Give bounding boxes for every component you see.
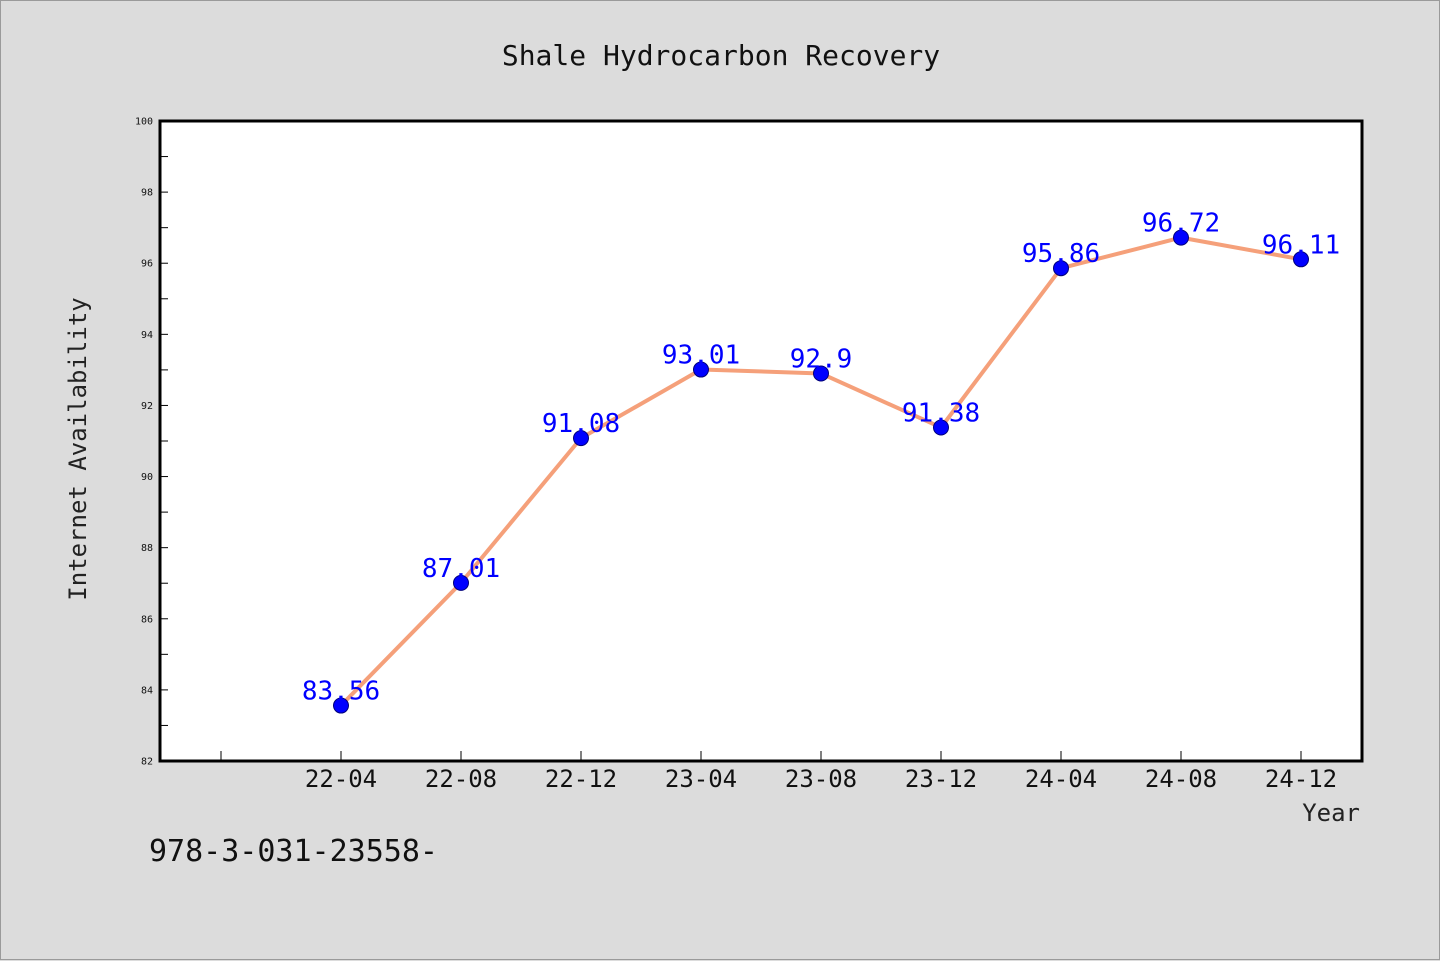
data-label: 95.86 (1022, 239, 1100, 269)
x-tick-label: 22-08 (425, 765, 497, 793)
data-labels: 83.56 87.01 91.08 93.01 92.9 91.38 95.86 96.72 9… (302, 209, 1340, 707)
y-tick-label: 86 (141, 614, 153, 625)
x-tick-label: 24-08 (1145, 765, 1217, 793)
data-point (573, 430, 589, 447)
y-axis-label: Internet Availability (64, 297, 92, 600)
x-tick-label: 24-12 (1265, 765, 1337, 793)
x-axis-label: Year (1302, 799, 1360, 827)
x-tick-label: 22-12 (545, 765, 617, 793)
data-label: 96.72 (1142, 209, 1220, 239)
series-markers (333, 229, 1309, 714)
data-label: 87.01 (422, 554, 500, 584)
y-tick-label: 98 (141, 188, 153, 199)
y-tick-label: 100 (135, 117, 153, 128)
data-point (693, 361, 709, 378)
y-tick-label: 94 (141, 330, 153, 341)
x-tick-label: 24-04 (1025, 765, 1097, 793)
chart-title: Shale Hydrocarbon Recovery (502, 39, 940, 72)
x-tick-label: 23-04 (665, 765, 737, 793)
y-axis: 82 84 86 88 90 92 94 96 98 100 (135, 117, 168, 768)
x-tick-label: 23-12 (905, 765, 977, 793)
data-label: 91.08 (542, 409, 620, 439)
data-label: 96.11 (1262, 230, 1340, 260)
data-point (813, 365, 829, 382)
data-label: 92.9 (790, 344, 853, 374)
data-point (1293, 251, 1309, 268)
y-tick-label: 84 (141, 685, 153, 696)
y-tick-label: 82 (141, 757, 153, 768)
data-point (1053, 260, 1069, 277)
data-label: 91.38 (902, 398, 980, 428)
x-tick-label: 23-08 (785, 765, 857, 793)
data-point (933, 419, 949, 436)
data-point (453, 574, 469, 591)
y-tick-label: 90 (141, 472, 153, 483)
data-label: 93.01 (662, 341, 740, 371)
data-label: 83.56 (302, 677, 380, 707)
y-tick-label: 88 (141, 543, 153, 554)
y-tick-label: 92 (141, 401, 153, 412)
x-tick-label: 22-04 (305, 765, 377, 793)
data-point (333, 697, 349, 714)
footnote-text: 978-3-031-23558- (149, 834, 438, 869)
x-axis: 22-04 22-08 22-12 23-04 23-08 23-12 24-04 24-08… (220, 751, 1337, 793)
data-point (1173, 229, 1189, 246)
y-tick-label: 96 (141, 259, 153, 270)
plot-area (158, 119, 1364, 763)
